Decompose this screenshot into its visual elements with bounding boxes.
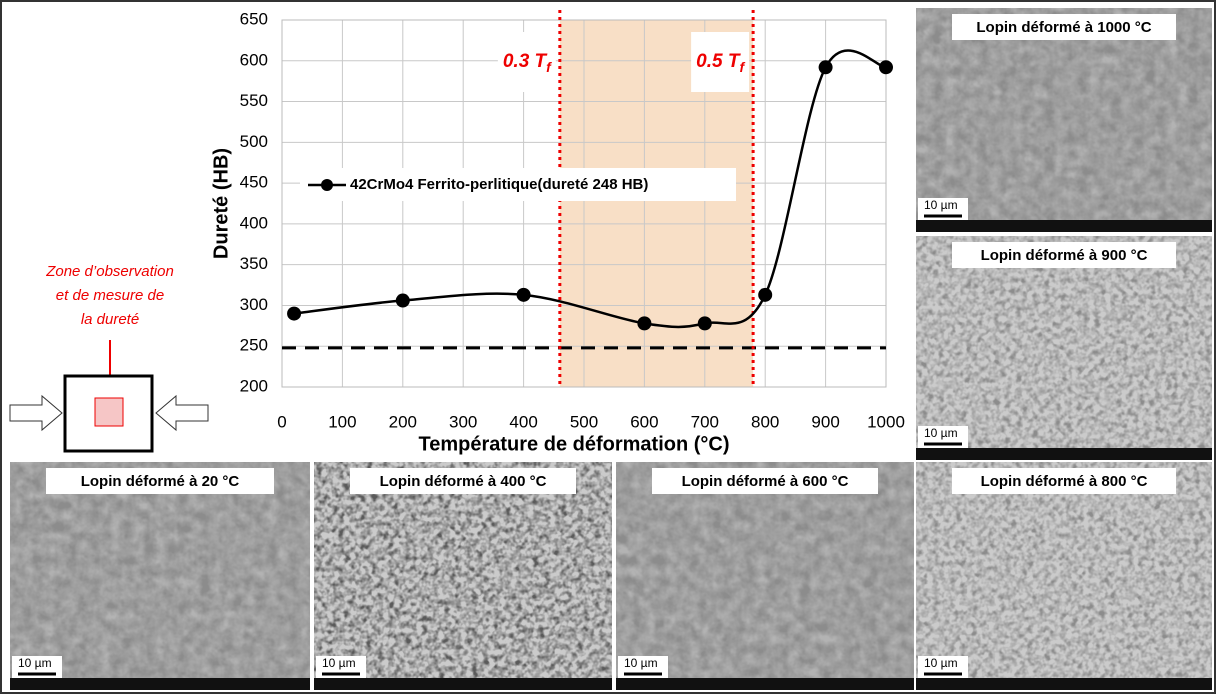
annotation-subscript: f	[546, 59, 552, 75]
image-texture	[314, 462, 612, 690]
image-texture	[916, 8, 1212, 232]
image-footer	[314, 678, 612, 690]
y-tick-label: 300	[240, 295, 268, 314]
image-footer	[916, 448, 1212, 460]
x-tick-label: 0	[277, 412, 286, 431]
y-tick-label: 400	[240, 213, 268, 232]
x-tick-label: 200	[389, 412, 417, 431]
diagram-label: Zone d’observation et de mesure de la dure…	[45, 263, 174, 328]
caption: Lopin déformé à 900 °C	[981, 247, 1148, 264]
point	[758, 287, 773, 302]
y-tick-label: 600	[240, 50, 268, 69]
micrograph: Lopin déformé à 20 °C 10 µm	[10, 462, 310, 690]
micrograph: Lopin déformé à 900 °C 10 µm	[916, 236, 1212, 460]
caption: Lopin déformé à 1000 °C	[976, 19, 1151, 36]
point	[395, 293, 410, 308]
annotation-box	[497, 32, 556, 92]
annotation-text: 0.3 T	[503, 51, 548, 72]
scale-label: 10 µm	[624, 656, 658, 670]
point	[818, 60, 833, 75]
y-tick-label: 250	[240, 336, 268, 355]
series-line	[293, 49, 887, 329]
y-tick-label: 650	[240, 9, 268, 28]
point	[879, 60, 893, 75]
force-arrow	[155, 394, 209, 432]
x-axis-label: Température de déformation (°C)	[419, 433, 730, 455]
y-tick-label: 350	[240, 254, 268, 273]
image-footer	[916, 678, 1212, 690]
caption-box	[952, 14, 1176, 40]
plot-frame	[281, 19, 887, 388]
x-tick-label: 900	[811, 412, 839, 431]
point	[287, 306, 302, 321]
image-footer	[616, 678, 914, 690]
scale-label: 10 µm	[322, 656, 356, 670]
scale-label: 10 µm	[18, 656, 52, 670]
point	[637, 316, 652, 331]
caption: Lopin déformé à 400 °C	[380, 473, 547, 490]
annotation: 0.5 Tf	[696, 51, 745, 75]
x-tick-label: 100	[328, 412, 356, 431]
image-texture	[916, 236, 1212, 460]
annotation: 0.3 Tf	[503, 51, 552, 75]
y-tick-label: 500	[240, 132, 268, 151]
caption: Lopin déformé à 600 °C	[682, 473, 849, 490]
image-texture	[616, 462, 914, 690]
zone	[94, 397, 124, 427]
x-tick-label: 400	[509, 412, 537, 431]
caption-box	[46, 468, 274, 494]
caption-box	[350, 468, 576, 494]
x-tick-label: 1000	[867, 412, 905, 431]
legend	[300, 168, 736, 201]
y-tick-label: 450	[240, 173, 268, 192]
caption-box	[952, 468, 1176, 494]
force-arrow	[9, 394, 63, 432]
x-tick-label: 700	[691, 412, 719, 431]
image-texture	[10, 462, 310, 690]
caption: Lopin déformé à 20 °C	[81, 473, 240, 490]
micrograph: Lopin déformé à 800 °C 10 µm	[916, 462, 1212, 690]
micrograph: Lopin déformé à 1000 °C 10 µm	[916, 8, 1212, 232]
scale-label: 10 µm	[924, 426, 958, 440]
chart: 200 250 300 350 400 450 500 550 600 650 0 100 200 300…	[210, 9, 905, 455]
caption: Lopin déformé à 800 °C	[981, 473, 1148, 490]
y-tick-label: 200	[240, 376, 268, 395]
caption-box	[652, 468, 878, 494]
annotation-box	[691, 32, 750, 92]
annotation-subscript: f	[739, 59, 745, 75]
y-tick-label: 550	[240, 91, 268, 110]
x-tick-label: 800	[751, 412, 779, 431]
legend-marker	[321, 179, 333, 191]
caption-box	[952, 242, 1176, 268]
x-tick-label: 300	[449, 412, 477, 431]
scale-label: 10 µm	[924, 656, 958, 670]
image-texture	[916, 462, 1212, 690]
micrograph: Lopin déformé à 400 °C 10 µm	[314, 462, 612, 690]
image-footer	[916, 220, 1212, 232]
image-footer	[10, 678, 310, 690]
legend-label: 42CrMo4 Ferrito-perlitique(dureté 248 HB…	[350, 176, 648, 193]
x-tick-label: 500	[570, 412, 598, 431]
point	[697, 316, 712, 331]
micrograph: Lopin déformé à 600 °C 10 µm	[616, 462, 914, 690]
annotation-text: 0.5 T	[696, 51, 741, 72]
scale-label: 10 µm	[924, 198, 958, 212]
y-axis-label: Dureté (HB)	[210, 148, 232, 259]
x-tick-label: 600	[630, 412, 658, 431]
diagram: Zone d’observation et de mesure de la dure…	[9, 263, 209, 453]
point	[516, 287, 531, 302]
